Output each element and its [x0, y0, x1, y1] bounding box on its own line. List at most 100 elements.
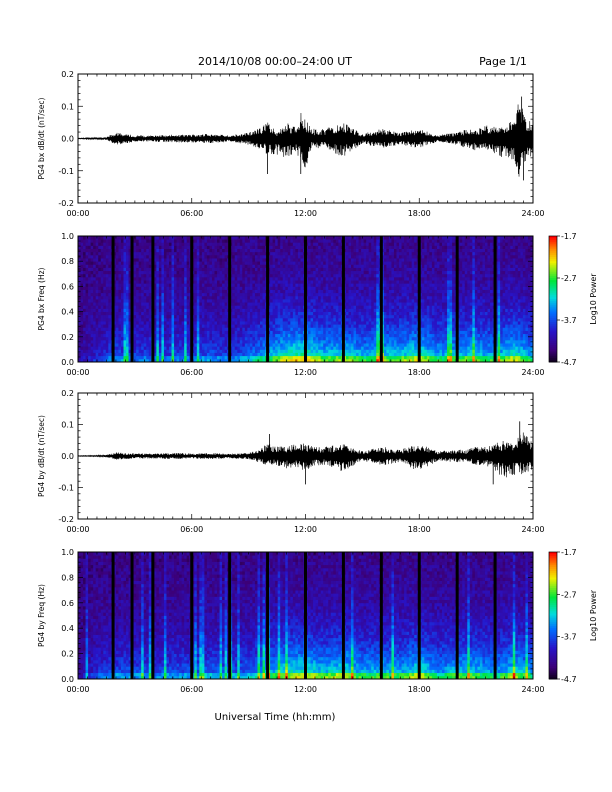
- spectrogram-cell: [128, 254, 132, 259]
- spectrogram-cell: [181, 258, 185, 262]
- spectrogram-cell: [95, 270, 99, 275]
- spectrogram-cell: [209, 251, 213, 256]
- spectrogram-cell: [98, 270, 102, 275]
- spectrogram-cell: [290, 336, 294, 341]
- spectrogram-cell: [234, 280, 238, 284]
- spectrogram-cell: [174, 346, 177, 350]
- spectrogram-cell: [224, 343, 228, 347]
- spectrogram-cell: [328, 292, 332, 297]
- spectrogram-cell: [108, 239, 112, 243]
- spectrogram-cell: [181, 264, 185, 268]
- spectrogram-cell: [328, 280, 332, 284]
- spectrogram-cell: [232, 270, 236, 275]
- spectrogram-cell: [262, 302, 266, 306]
- spectrogram-cell: [169, 292, 172, 297]
- spectrogram-cell: [237, 280, 241, 284]
- spectrogram-cell: [148, 254, 152, 259]
- spectrogram-cell: [254, 251, 258, 256]
- spectrogram-cell: [118, 302, 122, 306]
- spectrogram-cell: [361, 352, 365, 357]
- spectrogram-cell: [260, 302, 263, 306]
- spectrogram-cell: [363, 330, 367, 335]
- spectrogram-cell: [361, 245, 365, 249]
- spectrogram-cell: [358, 264, 362, 268]
- spectrogram-cell: [196, 343, 200, 347]
- spectrogram-cell: [376, 355, 380, 360]
- spectrogram-cell: [363, 292, 367, 297]
- spectrogram-cell: [277, 352, 281, 357]
- spectrogram-cell: [199, 245, 203, 249]
- spectrogram-cell: [257, 254, 261, 259]
- spectrogram-cell: [257, 295, 261, 300]
- spectrogram-cell: [242, 245, 246, 249]
- spectrogram-cell: [262, 236, 266, 240]
- spectrogram-cell: [181, 305, 185, 309]
- spectrogram-cell: [232, 239, 236, 243]
- spectrogram-cell: [323, 283, 327, 287]
- spectrogram-cell: [348, 349, 352, 353]
- spectrogram-cell: [325, 349, 329, 353]
- spectrogram-cell: [158, 317, 162, 322]
- spectrogram-cell: [95, 311, 99, 316]
- spectrogram-cell: [136, 343, 140, 347]
- spectrogram-cell: [138, 314, 142, 319]
- spectrogram-cell: [176, 267, 180, 272]
- spectrogram-cell: [257, 236, 261, 240]
- spectrogram-cell: [242, 349, 246, 353]
- spectrogram-cell: [315, 286, 319, 290]
- spectrogram-cell: [93, 349, 97, 353]
- spectrogram-cell: [262, 289, 266, 294]
- spectrogram-cell: [163, 261, 167, 265]
- spectrogram-cell: [292, 317, 296, 322]
- spectrogram-cell: [143, 346, 147, 350]
- spectrogram-cell: [108, 242, 112, 246]
- spectrogram-cell: [353, 264, 357, 268]
- y-tick-label: -0.1: [58, 167, 74, 176]
- page-indicator: Page 1/1: [479, 55, 527, 68]
- spectrogram-cell: [280, 264, 284, 268]
- spectrogram-cell: [275, 299, 279, 303]
- spectrogram-cell: [308, 289, 311, 294]
- spectrogram-cell: [184, 358, 188, 362]
- spectrogram-cell: [252, 258, 256, 262]
- spectrogram-cell: [136, 292, 140, 297]
- spectrogram-cell: [325, 305, 329, 309]
- spectrogram-cell: [204, 314, 208, 319]
- spectrogram-cell: [285, 349, 289, 353]
- spectrogram-cell: [204, 289, 208, 294]
- spectrogram-cell: [376, 261, 380, 265]
- spectrogram-cell: [366, 295, 370, 300]
- spectrogram-cell: [295, 286, 299, 290]
- spectrogram-cell: [242, 299, 246, 303]
- spectrogram-cell: [146, 352, 150, 357]
- spectrogram-cell: [156, 248, 160, 253]
- spectrogram-cell: [103, 242, 107, 246]
- spectrogram-cell: [366, 280, 370, 284]
- spectrogram-cell: [262, 261, 266, 265]
- spectrogram-cell: [176, 283, 180, 287]
- spectrogram-cell: [171, 283, 175, 287]
- spectrogram-cell: [90, 308, 94, 312]
- spectrogram-cell: [83, 330, 86, 335]
- spectrogram-cell: [146, 336, 150, 341]
- spectrogram-cell: [181, 327, 185, 331]
- spectrogram-cell: [113, 254, 117, 259]
- spectrogram-cell: [330, 327, 334, 331]
- spectrogram-cell: [108, 311, 112, 316]
- spectrogram-cell: [103, 258, 107, 262]
- spectrogram-cell: [90, 311, 94, 316]
- spectrogram-cell: [300, 302, 304, 306]
- spectrogram-cell: [196, 267, 200, 272]
- y-tick-label: 0.1: [61, 102, 74, 111]
- spectrogram-cell: [78, 286, 81, 290]
- spectrogram-cell: [222, 330, 226, 335]
- spectrogram-cell: [282, 314, 286, 319]
- spectrogram-cell: [196, 324, 200, 328]
- spectrogram-cell: [214, 330, 218, 335]
- spectrogram-cell: [282, 343, 286, 347]
- spectrogram-cell: [95, 349, 99, 353]
- spectrogram-cell: [179, 242, 183, 246]
- spectrogram-cell: [156, 251, 160, 256]
- spectrogram-cell: [325, 264, 329, 268]
- spectrogram-cell: [300, 236, 304, 240]
